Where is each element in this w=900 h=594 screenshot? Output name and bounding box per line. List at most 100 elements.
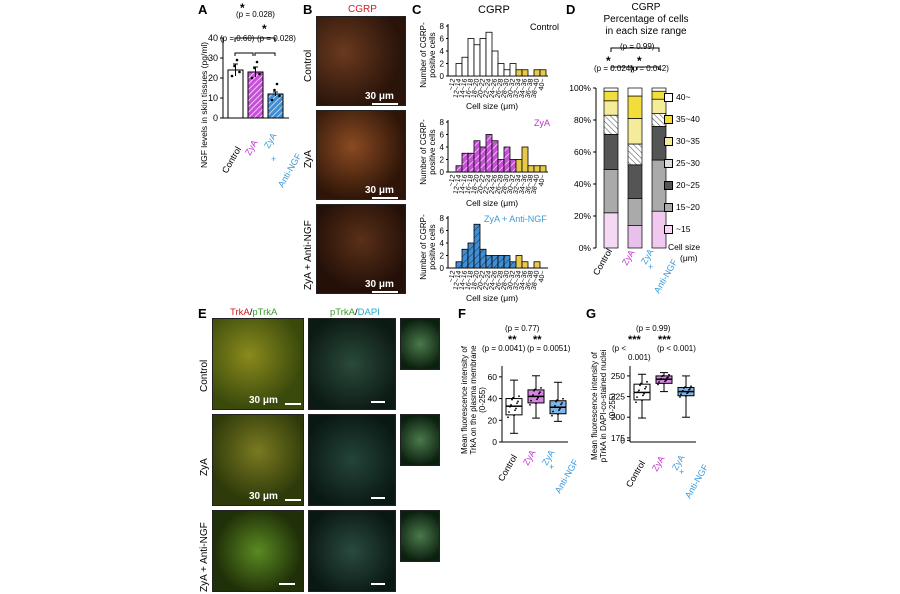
data-point — [688, 388, 690, 391]
histogram-bar — [479, 38, 487, 77]
x-tick-label: 32~34 — [513, 270, 523, 291]
panel-e-ptrka2-label: pTrkA — [330, 307, 355, 318]
panel-a-group-anti-2: + — [271, 154, 277, 164]
x-tick-label: 22~24 — [483, 174, 493, 195]
data-point — [635, 401, 637, 404]
y-tick-label: 2 — [440, 156, 445, 165]
data-point — [663, 382, 665, 385]
panel-g-stat-left-2: 0.001) — [628, 353, 651, 362]
legend-label: 30~35 — [676, 136, 700, 146]
data-point — [513, 414, 515, 417]
panel-letter-a: A — [198, 2, 208, 17]
panel-b-row-zya: ZyA — [303, 150, 314, 168]
x-tick-label: 40~ — [538, 270, 547, 283]
y-tick-label: 0 — [440, 264, 445, 273]
panel-d-title-2: Percentage of cells — [603, 14, 689, 25]
data-point — [553, 406, 555, 409]
data-point — [253, 66, 256, 70]
y-tick-label: 0 — [440, 72, 445, 81]
x-tick-label: 34~36 — [519, 174, 529, 195]
legend-item: ~15 — [664, 224, 690, 235]
histogram-bar — [461, 152, 469, 173]
panel-c-ylabel-1: Number of CGRP-positive cells — [419, 22, 437, 88]
histogram-bar — [473, 223, 481, 269]
data-point — [529, 403, 531, 406]
y-tick-label: 8 — [440, 22, 445, 31]
data-point — [533, 389, 535, 392]
data-point — [514, 409, 516, 412]
x-tick-label: ~12 — [448, 78, 457, 91]
stacked-segment — [603, 212, 619, 249]
histogram-bar — [485, 134, 493, 173]
y-tick-label: 8 — [440, 214, 445, 223]
panel-g-star-right: *** — [658, 334, 671, 346]
panel-letter-g: G — [586, 306, 597, 321]
panel-g-group-anti-2: + — [679, 467, 685, 477]
panel-b-row-anti: ZyA + Anti-NGF — [303, 220, 314, 290]
scale-label: 30 μm — [249, 491, 278, 502]
panel-g-star-left: *** — [628, 334, 641, 346]
panel-c-xlabel-1: Cell size (μm) — [466, 101, 519, 111]
panel-g-stat-left-1: (p < — [612, 344, 627, 353]
data-point — [638, 389, 640, 392]
x-tick-label: 12~14 — [453, 174, 463, 195]
data-point — [258, 72, 261, 76]
y-tick-label: 0 — [213, 113, 218, 123]
legend-item: 15~20 — [664, 202, 700, 213]
panel-e-dapi-label: DAPI — [357, 307, 380, 318]
data-point — [644, 387, 646, 390]
data-point — [515, 407, 517, 410]
panel-c-xlabel-2: Cell size (μm) — [466, 198, 519, 208]
panel-d-chart: 0% 20% 40% 60% 80% 100% — [569, 47, 667, 253]
histogram-bar — [485, 31, 493, 77]
data-point — [664, 380, 666, 383]
panel-f-star-left: ** — [508, 334, 517, 346]
legend-swatch — [664, 93, 673, 103]
stacked-segment — [627, 118, 643, 145]
scale-bar — [279, 583, 295, 585]
scale-bar — [285, 403, 301, 405]
x-tick-label: 22~24 — [483, 270, 493, 291]
x-tick-label: ~12 — [448, 174, 457, 187]
y-tick-label: 4 — [440, 47, 445, 56]
panel-g-group-anti-3: Anti-NGF — [683, 462, 711, 500]
x-tick-label: 28~30 — [501, 270, 511, 291]
inset-zya — [400, 414, 440, 466]
x-tick-label: 14~16 — [459, 270, 469, 291]
panel-a-ylabel: NGF levels in skin tissues (pg/ml) — [199, 41, 209, 168]
x-tick-label: 28~30 — [501, 78, 511, 99]
panel-f-chart: 0 20 40 60 — [488, 366, 568, 447]
data-point — [686, 392, 688, 395]
panel-f-ylabel: Mean fluorescence intensity of TrkA on t… — [460, 345, 487, 455]
legend-item: 40~ — [664, 92, 690, 103]
panel-f-stat-top: (p = 0.77) — [505, 324, 540, 333]
scale-label: 30 μm — [365, 185, 394, 196]
inset-anti — [400, 510, 440, 562]
panel-d-star-right: * — [637, 54, 642, 68]
x-tick-label: 24~26 — [489, 174, 499, 195]
data-point — [539, 391, 541, 394]
scale-bar — [372, 291, 398, 293]
panel-e-row-anti: ZyA + Anti-NGF — [199, 522, 210, 592]
legend-label: 20~25 — [676, 180, 700, 190]
y-tick-label: 2 — [440, 60, 445, 69]
legend-label: 35~40 — [676, 114, 700, 124]
panel-f-stat-right: (p = 0.0051) — [527, 344, 571, 353]
data-point — [534, 388, 536, 391]
histogram-bar — [533, 165, 541, 173]
y-tick-label: 225 — [611, 392, 625, 402]
panel-letter-f: F — [458, 306, 466, 321]
histogram-bar — [497, 255, 505, 269]
histogram-bar — [485, 255, 493, 269]
data-point — [536, 398, 538, 401]
data-point — [683, 387, 685, 389]
panel-a-stat-right: (p = 0.028) — [257, 34, 296, 43]
panel-a-stat-top: (p = 0.028) — [236, 10, 275, 19]
histogram-bar — [521, 69, 529, 77]
x-tick-label: 28~30 — [501, 174, 511, 195]
panel-c-title: CGRP — [478, 4, 510, 16]
x-tick-label: 40~ — [538, 174, 547, 187]
x-tick-label: 20~22 — [477, 174, 487, 195]
histogram-bar — [515, 159, 523, 173]
y-tick-label: 20 — [488, 415, 498, 425]
